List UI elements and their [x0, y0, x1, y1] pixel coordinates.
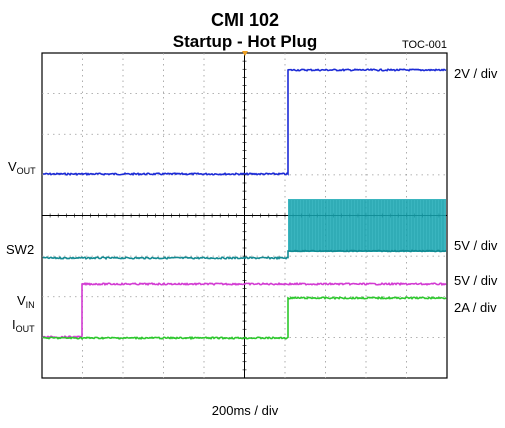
- trace-iout: [42, 295, 447, 341]
- vin-scale-label: 5V / div: [454, 273, 498, 288]
- plot-area: [41, 51, 448, 379]
- vout-label: VOUT: [8, 159, 36, 176]
- trace-sw2: [42, 249, 447, 261]
- sw2-label: SW2: [6, 242, 34, 257]
- trace-sw2-edges: [289, 200, 444, 251]
- trigger-marker: [242, 51, 248, 56]
- sw2-scale-label: 5V / div: [454, 238, 498, 253]
- x-axis-label: 200ms / div: [212, 403, 279, 418]
- iout-label: IOUT: [12, 317, 35, 334]
- iout-scale-label: 2A / div: [454, 300, 497, 315]
- chart-title: CMI 102: [211, 10, 279, 30]
- vin-label: VIN: [17, 293, 35, 310]
- chart-subtitle: Startup - Hot Plug: [173, 32, 317, 51]
- vout-scale-label: 2V / div: [454, 66, 498, 81]
- traces: [42, 68, 447, 341]
- figure-id: TOC-001: [402, 39, 447, 51]
- trace-vin: [42, 281, 447, 339]
- trace-vout: [42, 68, 447, 177]
- trace-sw2-switching: [288, 199, 446, 252]
